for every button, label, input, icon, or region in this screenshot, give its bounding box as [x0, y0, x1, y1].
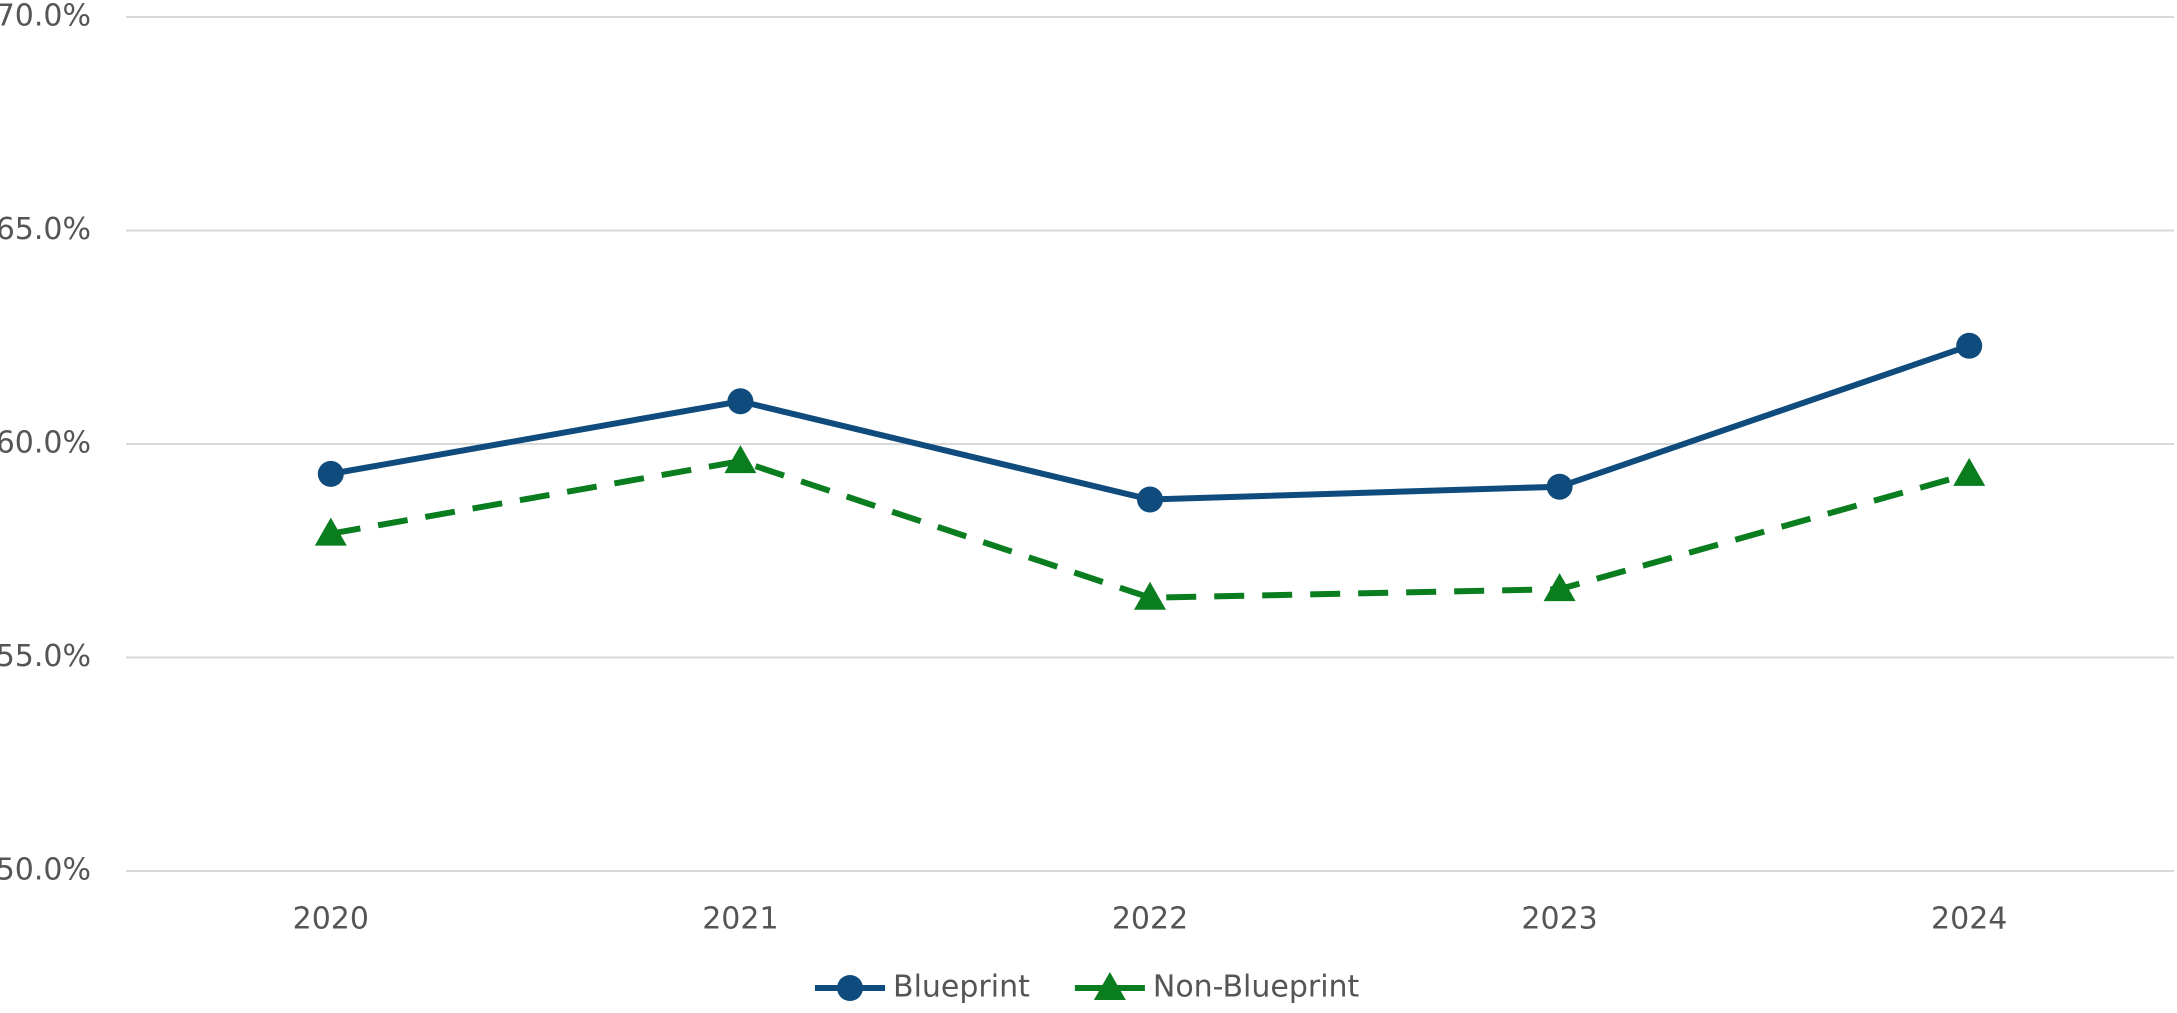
data-point: [317, 460, 344, 487]
data-point: [727, 388, 754, 415]
y-tick-label: 65.0%: [0, 212, 91, 247]
series-line: [330, 342, 1971, 503]
legend-label: Non-Blueprint: [1153, 970, 1360, 1005]
data-point: [724, 445, 757, 474]
data-point: [1956, 332, 1983, 359]
x-tick-label: 2020: [293, 902, 369, 937]
data-point: [1546, 473, 1573, 500]
data-point: [1134, 581, 1166, 610]
y-tick-label: 70.0%: [0, 0, 91, 34]
legend-marker: [837, 975, 863, 1001]
x-tick-label: 2021: [702, 902, 778, 937]
legend-label: Blueprint: [893, 970, 1030, 1005]
data-point: [1953, 457, 1986, 486]
data-point: [1543, 573, 1576, 602]
y-tick-label: 50.0%: [0, 853, 91, 888]
data-point: [314, 517, 347, 546]
series-line: [330, 458, 1971, 601]
y-tick-label: 60.0%: [0, 426, 91, 461]
x-tick-label: 2022: [1112, 902, 1188, 937]
x-tick-label: 2024: [1931, 902, 2007, 937]
legend-marker: [1093, 972, 1126, 1000]
y-tick-label: 55.0%: [0, 639, 91, 674]
x-tick-label: 2023: [1521, 902, 1597, 937]
data-point: [1137, 486, 1163, 513]
